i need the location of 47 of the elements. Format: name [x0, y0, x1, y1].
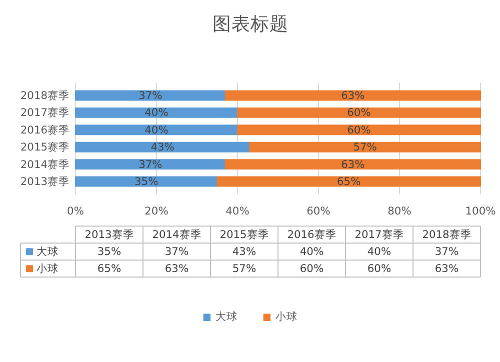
- x-tick-label: 100%: [465, 204, 496, 218]
- x-tick-label: 60%: [306, 204, 330, 218]
- data-label: 40%: [144, 123, 168, 136]
- y-tick-label: 2013赛季: [20, 175, 70, 188]
- text: 65%: [97, 262, 122, 276]
- text: 60%: [300, 262, 324, 276]
- x-tick-label: 20%: [144, 204, 168, 218]
- text: 57%: [232, 262, 256, 276]
- text: 60%: [367, 262, 392, 276]
- data-label: 37%: [138, 158, 162, 171]
- text: 37%: [434, 245, 459, 258]
- data-label: 63%: [341, 158, 365, 171]
- text: 小球: [36, 262, 58, 276]
- text: 37%: [164, 245, 189, 258]
- y-tick-label: 2015赛季: [20, 140, 70, 154]
- y-tick-label: 2016赛季: [20, 123, 70, 136]
- x-tick-label: 40%: [226, 204, 250, 218]
- data-label: 35%: [134, 175, 158, 188]
- category-label: 2016赛季: [287, 228, 336, 242]
- data-label: 65%: [337, 175, 361, 188]
- data-label: 63%: [341, 89, 365, 102]
- legend-label: 大球: [36, 245, 58, 258]
- category-label: 2014赛季: [152, 228, 202, 242]
- chart-title: 图表标题: [212, 14, 288, 35]
- text: 63%: [164, 262, 189, 276]
- category-label: 2018赛季: [422, 228, 472, 242]
- text: 大球: [216, 310, 238, 323]
- text: 40%: [367, 245, 392, 258]
- x-tick-label: 0%: [67, 204, 84, 218]
- data-label: 60%: [347, 106, 371, 120]
- text: 63%: [434, 262, 459, 276]
- y-tick-label: 2014赛季: [20, 158, 70, 171]
- category-label: 2013赛季: [84, 228, 134, 242]
- text: 43%: [232, 245, 256, 258]
- data-label: 37%: [138, 89, 162, 102]
- x-tick-label: 80%: [388, 204, 412, 218]
- y-tick-label: 2018赛季: [20, 89, 70, 102]
- category-label: 2015赛季: [220, 228, 269, 242]
- data-label: 43%: [150, 140, 174, 154]
- text: 35%: [97, 245, 122, 258]
- data-label: 60%: [347, 123, 371, 136]
- data-label: 57%: [353, 140, 377, 154]
- legend-label: 小球: [276, 310, 298, 324]
- text: 40%: [300, 245, 324, 258]
- y-tick-label: 2017赛季: [20, 106, 70, 120]
- data-label: 40%: [144, 106, 168, 120]
- category-label: 2017赛季: [354, 228, 404, 242]
